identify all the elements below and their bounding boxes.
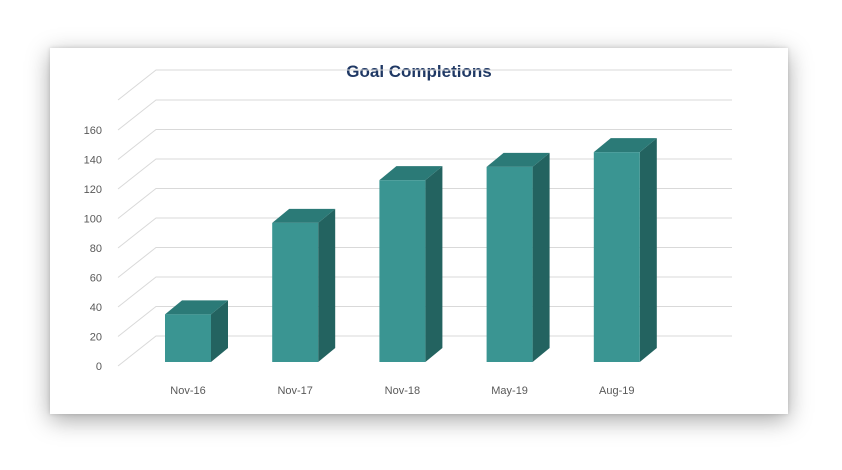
gridline <box>117 129 732 160</box>
y-axis-ticks: 0 20 40 60 80 100 120 140 160 <box>84 125 102 373</box>
bar-front <box>486 166 533 362</box>
bar <box>593 138 657 362</box>
bar-side <box>532 152 550 362</box>
y-tick-label: 60 <box>90 273 102 285</box>
x-tick-label: Nov-17 <box>277 385 312 397</box>
chart-title: Goal Completions <box>346 62 492 81</box>
gridline <box>117 69 732 101</box>
y-tick-label: 0 <box>96 361 102 373</box>
y-tick-label: 20 <box>90 332 102 344</box>
y-tick-label: 80 <box>90 243 102 255</box>
y-tick-label: 100 <box>84 214 102 226</box>
bar-front <box>272 222 319 362</box>
bar-side <box>318 208 336 362</box>
gridline <box>117 99 732 131</box>
x-tick-label: Nov-18 <box>385 385 420 397</box>
x-tick-label: Nov-16 <box>170 385 205 397</box>
bar-top <box>593 138 657 153</box>
bar-top <box>165 300 228 315</box>
y-tick-label: 40 <box>90 302 102 314</box>
chart-card: Goal Completions 0 20 40 60 80 100 120 140 160 N… <box>50 48 788 414</box>
bar-side <box>639 138 657 362</box>
y-tick-label: 160 <box>84 125 102 137</box>
bars <box>165 138 657 362</box>
y-tick-label: 140 <box>84 155 102 167</box>
x-tick-label: May-19 <box>491 385 528 397</box>
bar <box>272 208 336 362</box>
bar-top <box>379 166 443 181</box>
bar <box>486 152 550 362</box>
bar-front <box>379 180 426 362</box>
bar <box>165 300 228 362</box>
y-tick-label: 120 <box>84 184 102 196</box>
bar-top <box>486 152 550 167</box>
chart-plot: 0 20 40 60 80 100 120 140 160 Nov-16 Nov-17 Nov-18… <box>84 69 732 397</box>
bar-top <box>272 208 336 223</box>
x-axis-ticks: Nov-16 Nov-17 Nov-18 May-19 Aug-19 <box>170 385 634 397</box>
bar <box>379 166 443 362</box>
bar-side <box>425 166 443 362</box>
bar-side <box>211 300 228 362</box>
x-tick-label: Aug-19 <box>599 385 634 397</box>
bar-front <box>593 152 640 362</box>
bar-front <box>165 314 211 362</box>
